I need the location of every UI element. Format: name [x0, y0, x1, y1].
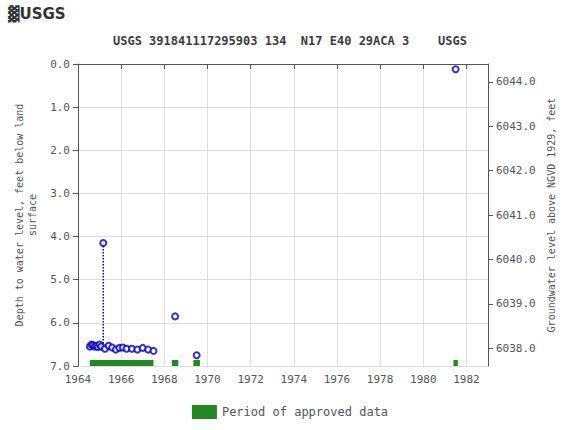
svg-text:6039.0: 6039.0 — [496, 297, 536, 310]
svg-text:▓USGS: ▓USGS — [8, 5, 66, 23]
svg-text:4.0: 4.0 — [50, 230, 70, 243]
svg-text:1976: 1976 — [324, 373, 351, 386]
svg-text:1974: 1974 — [281, 373, 308, 386]
svg-text:1.0: 1.0 — [50, 101, 70, 114]
svg-text:6041.0: 6041.0 — [496, 209, 536, 222]
svg-text:7.0: 7.0 — [50, 360, 70, 373]
svg-text:6044.0: 6044.0 — [496, 75, 536, 88]
svg-text:1970: 1970 — [194, 373, 221, 386]
svg-text:1966: 1966 — [108, 373, 135, 386]
svg-text:Depth to water level, feet bel: Depth to water level, feet below land — [14, 104, 25, 327]
svg-text:0.0: 0.0 — [50, 58, 70, 71]
svg-text:1964: 1964 — [65, 373, 92, 386]
svg-text:6038.0: 6038.0 — [496, 342, 536, 355]
svg-text:6043.0: 6043.0 — [496, 120, 536, 133]
svg-text:6042.0: 6042.0 — [496, 164, 536, 177]
svg-text:6040.0: 6040.0 — [496, 253, 536, 266]
svg-text:1972: 1972 — [237, 373, 263, 386]
svg-text:3.0: 3.0 — [50, 187, 70, 200]
svg-text:2.0: 2.0 — [50, 144, 70, 157]
svg-text:6.0: 6.0 — [50, 316, 70, 329]
svg-text:Groundwater level above NGVD 1: Groundwater level above NGVD 1929, feet — [546, 98, 557, 333]
svg-text:1980: 1980 — [410, 373, 437, 386]
svg-text:1982: 1982 — [453, 373, 480, 386]
svg-text:surface: surface — [27, 194, 38, 236]
svg-text:5.0: 5.0 — [50, 273, 70, 286]
svg-text:Period of approved data: Period of approved data — [222, 405, 388, 419]
svg-text:1978: 1978 — [367, 373, 394, 386]
svg-text:1968: 1968 — [151, 373, 178, 386]
svg-text:USGS 391841117295903 134 N17: USGS 391841117295903 134 N17 E40 29ACA 3… — [113, 34, 467, 48]
